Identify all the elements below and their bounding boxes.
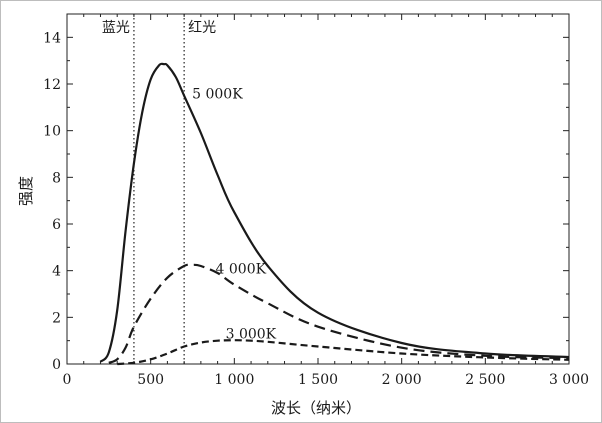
- marker-label: 红光: [188, 20, 216, 36]
- y-tick-label: 12: [43, 77, 61, 93]
- y-tick-label: 6: [52, 217, 61, 233]
- axes-layer: 0 500 1 000 1 500 2 000 2 500 3 000 0 2 4 6 8 10 12 14: [43, 13, 589, 388]
- label-layer: 波长（纳米） 强度: [17, 176, 361, 417]
- x-tick-label: 1 500: [298, 372, 338, 388]
- y-tick-label: 4: [52, 264, 61, 280]
- y-tick-label: 0: [52, 357, 61, 373]
- x-tick-label: 500: [137, 372, 164, 388]
- marker-label: 蓝光: [102, 20, 130, 36]
- x-tick-label: 1 000: [214, 372, 254, 388]
- series-line-3: [117, 339, 570, 366]
- x-tick-label: 3 000: [549, 372, 589, 388]
- series-label: 4 000K: [216, 261, 267, 277]
- y-tick-label: 14: [43, 30, 61, 46]
- y-axis-title: 强度: [17, 176, 35, 206]
- series-layer: 5 000K 4 000K 3 000K: [99, 62, 570, 366]
- series-label: 5 000K: [192, 86, 243, 102]
- series-line-2: [108, 263, 570, 364]
- x-tick-label: 0: [63, 372, 72, 388]
- y-tick-label: 8: [52, 170, 61, 186]
- marker-layer: 蓝光 红光: [102, 14, 216, 364]
- series-line-1: [99, 62, 570, 363]
- x-tick-label: 2 000: [382, 372, 422, 388]
- y-tick-label: 10: [43, 124, 61, 140]
- y-tick-label: 2: [52, 310, 61, 326]
- x-axis-title: 波长（纳米）: [271, 399, 361, 417]
- series-label: 3 000K: [226, 327, 277, 343]
- x-tick-label: 2 500: [465, 372, 505, 388]
